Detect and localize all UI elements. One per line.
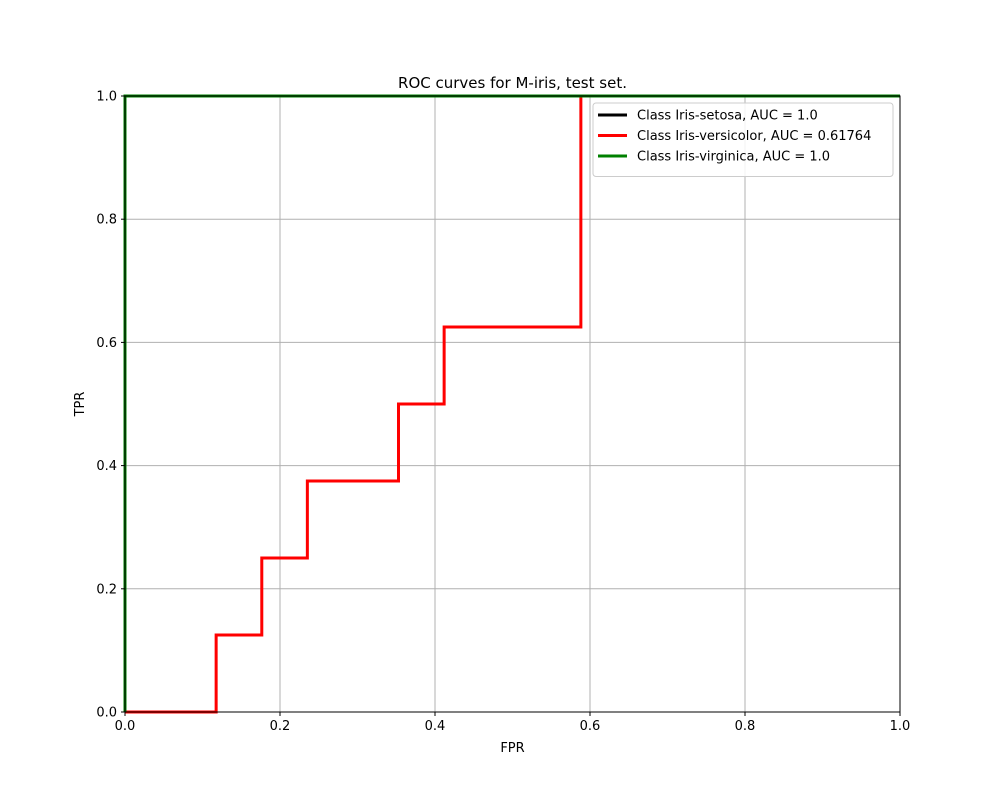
legend: Class Iris-setosa, AUC = 1.0 Class Iris-v…	[592, 102, 894, 177]
chart-title: ROC curves for M-iris, test set.	[398, 74, 627, 92]
plot-area	[125, 96, 900, 712]
y-tick-label: 1.0	[96, 90, 117, 105]
axis-ticks: 0.0 0.2 0.4 0.6 0.8 1.0 0.0 0.2 0.4 0.6 0.8 1.0	[96, 90, 910, 735]
x-axis-label: FPR	[500, 741, 524, 756]
x-tick-label: 0.0	[115, 719, 136, 734]
legend-label-2: Class Iris-virginica, AUC = 1.0	[637, 150, 830, 165]
y-tick-label: 0.2	[96, 582, 117, 597]
series-line-1	[125, 96, 583, 714]
y-tick-label: 0.4	[96, 459, 117, 474]
y-tick-label: 0.0	[96, 706, 117, 721]
y-tick-label: 0.6	[96, 336, 117, 351]
legend-label-1: Class Iris-versicolor, AUC = 0.61764	[637, 129, 871, 144]
x-tick-label: 1.0	[890, 719, 911, 734]
x-tick-label: 0.4	[425, 719, 446, 734]
y-axis-label: TPR	[73, 392, 88, 418]
legend-label-0: Class Iris-setosa, AUC = 1.0	[637, 109, 818, 124]
x-tick-label: 0.2	[270, 719, 291, 734]
plot-frame	[124, 95, 901, 713]
x-tick-label: 0.8	[735, 719, 756, 734]
y-tick-label: 0.8	[96, 213, 117, 228]
legend-box	[592, 102, 894, 177]
x-tick-label: 0.6	[580, 719, 601, 734]
